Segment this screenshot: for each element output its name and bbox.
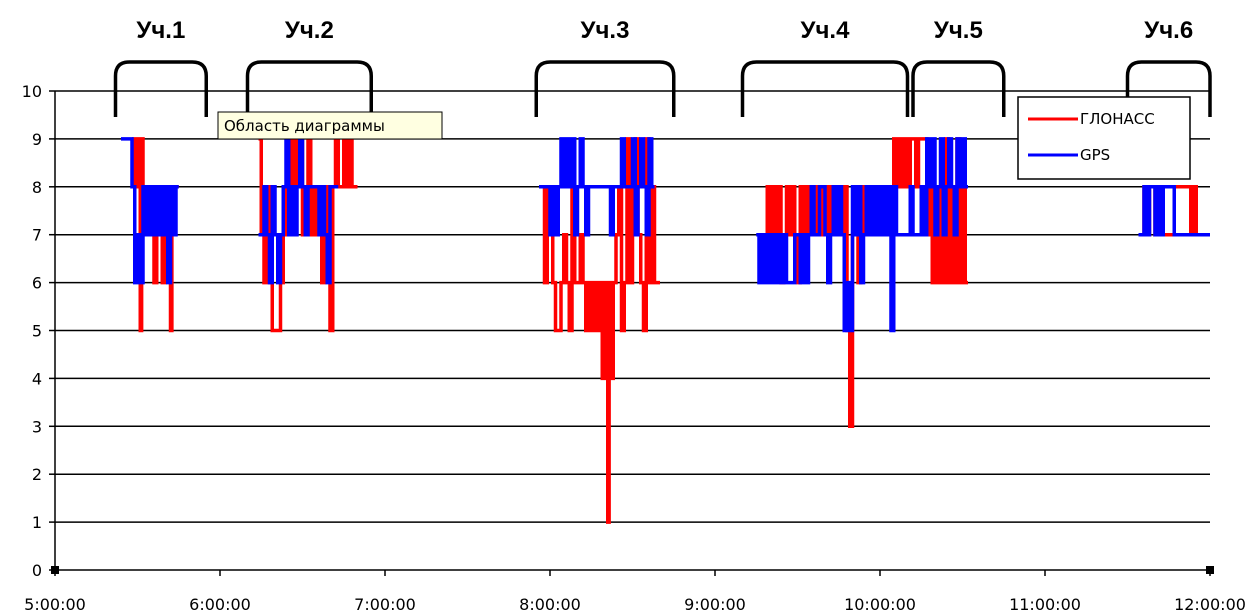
axes [51, 91, 1214, 576]
x-tick-label: 11:00:00 [1009, 595, 1081, 613]
y-tick-label: 0 [32, 561, 42, 580]
y-tick-label: 2 [32, 465, 42, 484]
legend-label-glonass: ГЛОНАСС [1080, 110, 1155, 128]
segment-label-2: Уч.2 [285, 17, 334, 44]
segment-bracket-3 [534, 60, 676, 117]
segment-bracket-4 [740, 60, 910, 117]
segment-bracket-6 [1125, 60, 1212, 117]
segment-label-6: Уч.6 [1144, 17, 1193, 44]
y-tick-label: 7 [32, 226, 42, 245]
x-tick-label: 8:00:00 [519, 595, 581, 613]
y-tick-label: 8 [32, 178, 42, 197]
x-tick-label: 12:00:00 [1174, 595, 1246, 613]
segment-label-3: Уч.3 [581, 17, 630, 44]
y-tick-label: 1 [32, 513, 42, 532]
legend[interactable]: ГЛОНАСС GPS [1017, 96, 1191, 180]
y-tick-label: 3 [32, 417, 42, 436]
series-line-gps [121, 137, 1210, 333]
y-tick-label: 5 [32, 322, 42, 341]
segment-bracket-1 [113, 60, 208, 117]
tooltip-box [217, 111, 443, 140]
legend-label-gps: GPS [1080, 146, 1110, 164]
x-tick-label: 5:00:00 [24, 595, 86, 613]
segment-label-5: Уч.5 [934, 17, 983, 44]
y-tick-label: 6 [32, 274, 42, 293]
segment-label-4: Уч.4 [801, 17, 851, 44]
segment-label-1: Уч.1 [136, 17, 185, 44]
y-tick-label: 10 [22, 82, 42, 101]
x-tick-labels: 5:00:00 6:00:00 7:00:00 8:00:00 9:00:00 10:00… [24, 595, 1246, 613]
legend-box [1017, 96, 1191, 180]
x-tick-label: 6:00:00 [189, 595, 251, 613]
segment-brackets: Уч.1 Уч.2 Уч.3 Уч.4 Уч.5 Уч.6 [113, 17, 1212, 117]
y-tick-labels: 0 1 2 3 4 5 6 7 8 9 10 [22, 82, 42, 580]
x-tick-label: 7:00:00 [354, 595, 416, 613]
series-layer [121, 137, 1210, 524]
segment-bracket-2 [245, 60, 373, 117]
y-tick-label: 4 [32, 369, 42, 388]
y-tick-label: 9 [32, 130, 42, 149]
segment-bracket-5 [911, 60, 1006, 117]
tooltip-text: Область диаграммы [224, 117, 385, 135]
x-tick-label: 9:00:00 [684, 595, 746, 613]
x-tick-label: 10:00:00 [844, 595, 916, 613]
chart-area-tooltip: Область диаграммы [217, 111, 443, 140]
